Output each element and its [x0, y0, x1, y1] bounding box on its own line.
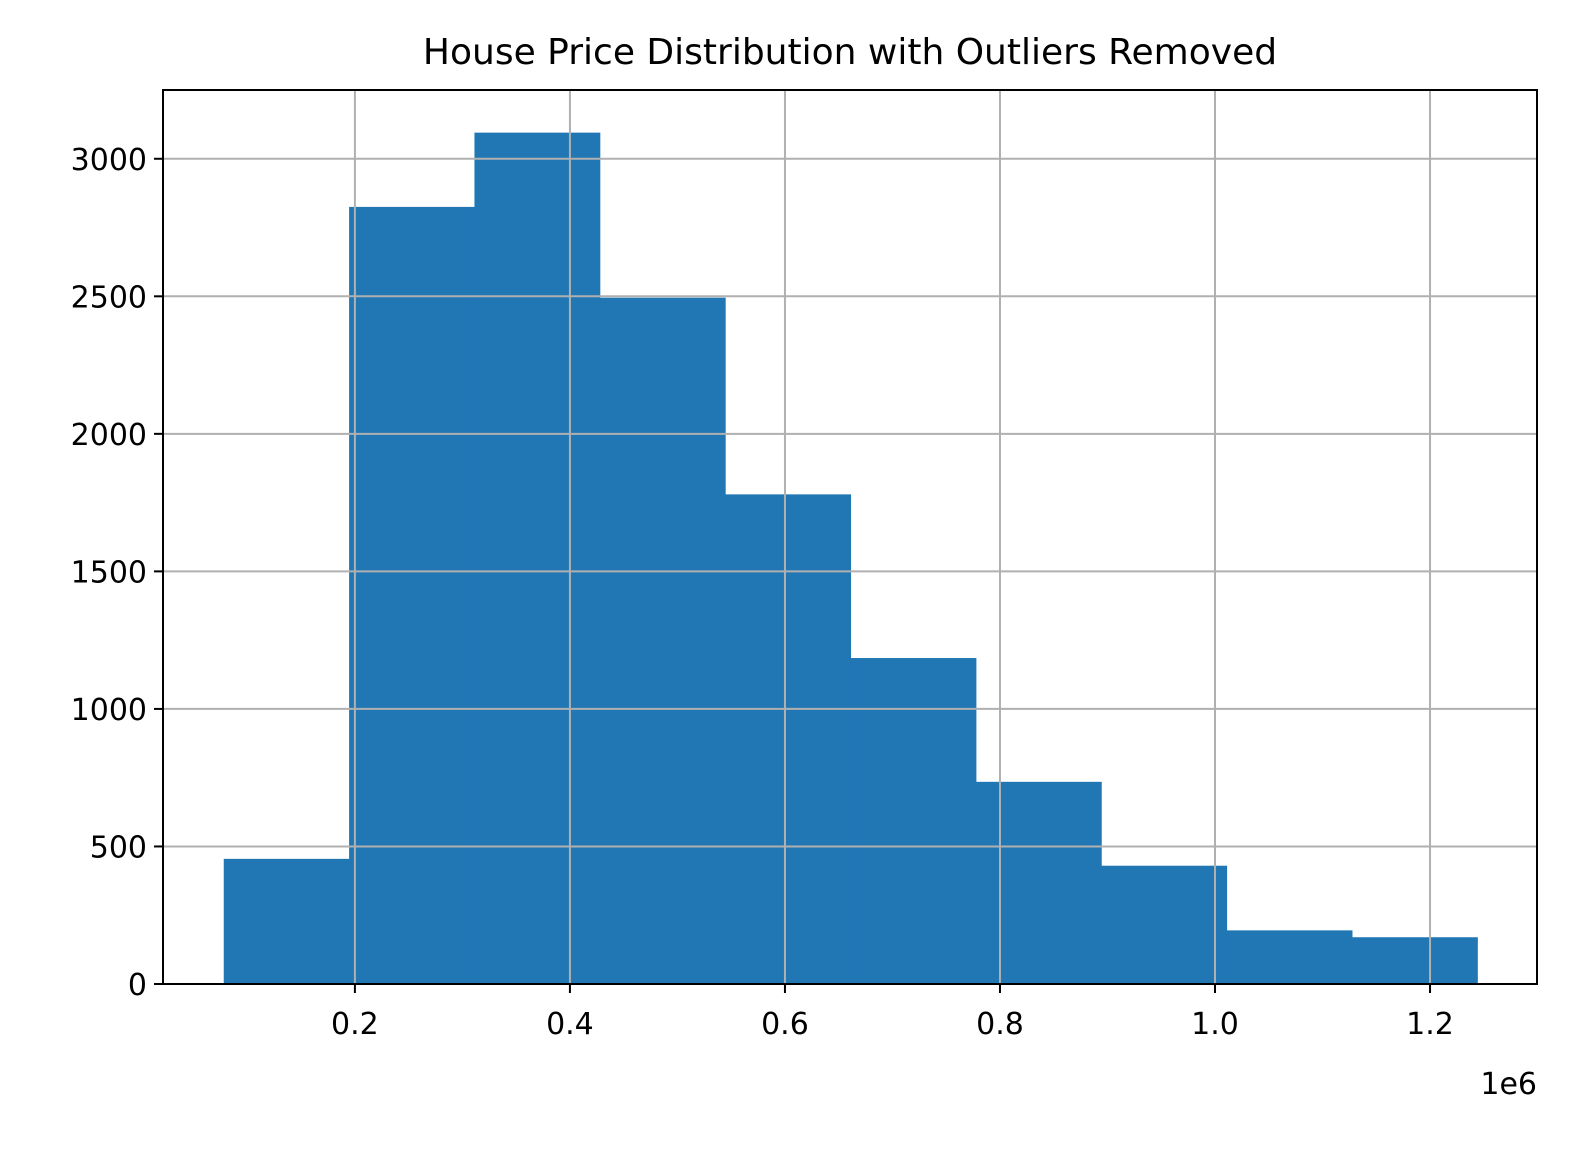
histogram-bar — [1101, 865, 1228, 984]
x-tick-label: 0.8 — [976, 1007, 1024, 1042]
y-tick-label: 1000 — [71, 693, 147, 728]
histogram-bar — [975, 781, 1102, 984]
x-tick-label: 1.2 — [1406, 1007, 1454, 1042]
y-tick-label: 500 — [90, 830, 147, 865]
y-tick-label: 1500 — [71, 555, 147, 590]
histogram-bar — [850, 658, 977, 984]
histogram-bar — [725, 494, 852, 984]
bars — [223, 132, 1478, 985]
x-axis-offset-label: 1e6 — [1480, 1067, 1537, 1102]
y-tick-label: 2000 — [71, 418, 147, 453]
x-tick-label: 0.6 — [761, 1007, 809, 1042]
histogram-bar — [349, 206, 475, 984]
x-tick-label: 0.2 — [331, 1007, 379, 1042]
y-tick-label: 0 — [128, 968, 147, 1003]
histogram-bar — [1351, 937, 1478, 984]
x-tick-label: 0.4 — [546, 1007, 594, 1042]
y-axis-ticks: 0 500 1000 1500 2000 2500 3000 — [71, 143, 163, 1003]
histogram-bar — [599, 297, 726, 984]
x-tick-label: 1.0 — [1191, 1007, 1239, 1042]
plot-frame — [162, 89, 1538, 985]
y-tick-label: 2500 — [71, 280, 147, 315]
chart-title: House Price Distribution with Outliers R… — [423, 32, 1277, 73]
x-axis-ticks: 0.2 0.4 0.6 0.8 1.0 1.2 — [331, 984, 1454, 1042]
histogram-bar — [223, 858, 350, 984]
histogram-bar — [1226, 930, 1353, 984]
y-tick-label: 3000 — [71, 143, 147, 178]
histogram-bar — [474, 132, 601, 985]
